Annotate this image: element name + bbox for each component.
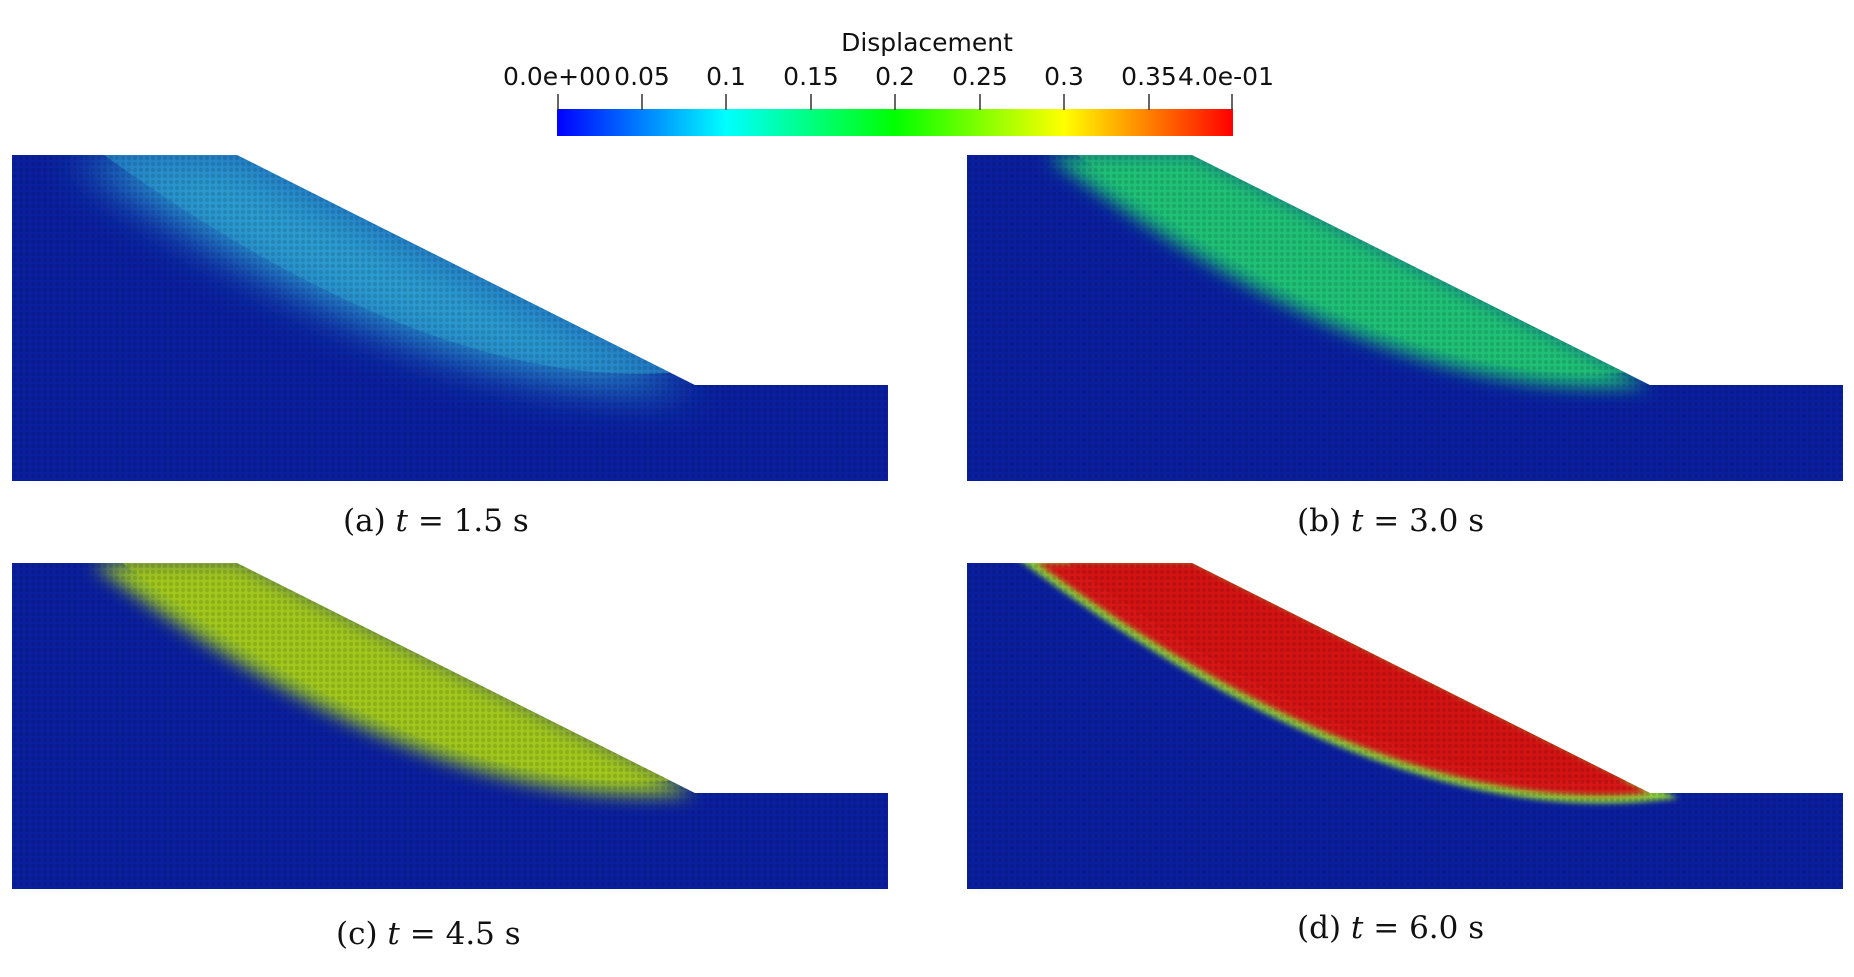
slope-plot-c <box>12 563 888 889</box>
colorbar-tick: 0.0e+00 <box>503 62 611 91</box>
panel-d <box>967 563 1854 903</box>
colorbar-tick: 0.15 <box>783 62 839 91</box>
colorbar-title: Displacement <box>841 28 1013 57</box>
caption-a: (a) t = 1.5 s <box>343 503 529 539</box>
particle-texture <box>12 155 888 481</box>
colorbar-tick-marks <box>557 94 1233 110</box>
panel-b <box>967 155 1854 495</box>
caption-d: (d) t = 6.0 s <box>1297 910 1485 946</box>
colorbar-gradient <box>557 109 1233 136</box>
colorbar-tick: 0.05 <box>614 62 670 91</box>
colorbar-tick: 4.0e-01 <box>1178 62 1274 91</box>
colorbar-tick: 0.3 <box>1044 62 1084 91</box>
colorbar-legend: Displacement 0.0e+00 0.05 0.1 0.15 0.2 0… <box>0 0 1854 150</box>
panel-a <box>12 155 912 495</box>
panel-c <box>12 563 912 903</box>
colorbar-tick: 0.2 <box>875 62 915 91</box>
caption-b: (b) t = 3.0 s <box>1297 503 1485 539</box>
colorbar-tick: 0.1 <box>706 62 746 91</box>
slope-plot-b <box>967 155 1843 481</box>
particle-texture <box>967 155 1843 481</box>
colorbar-tick: 0.25 <box>952 62 1008 91</box>
colorbar-tick: 0.35 <box>1121 62 1177 91</box>
caption-c: (c) t = 4.5 s <box>336 916 521 952</box>
particle-texture <box>12 563 888 889</box>
slope-plot-a <box>12 155 888 481</box>
slope-plot-d <box>967 563 1843 889</box>
particle-texture <box>967 563 1843 889</box>
